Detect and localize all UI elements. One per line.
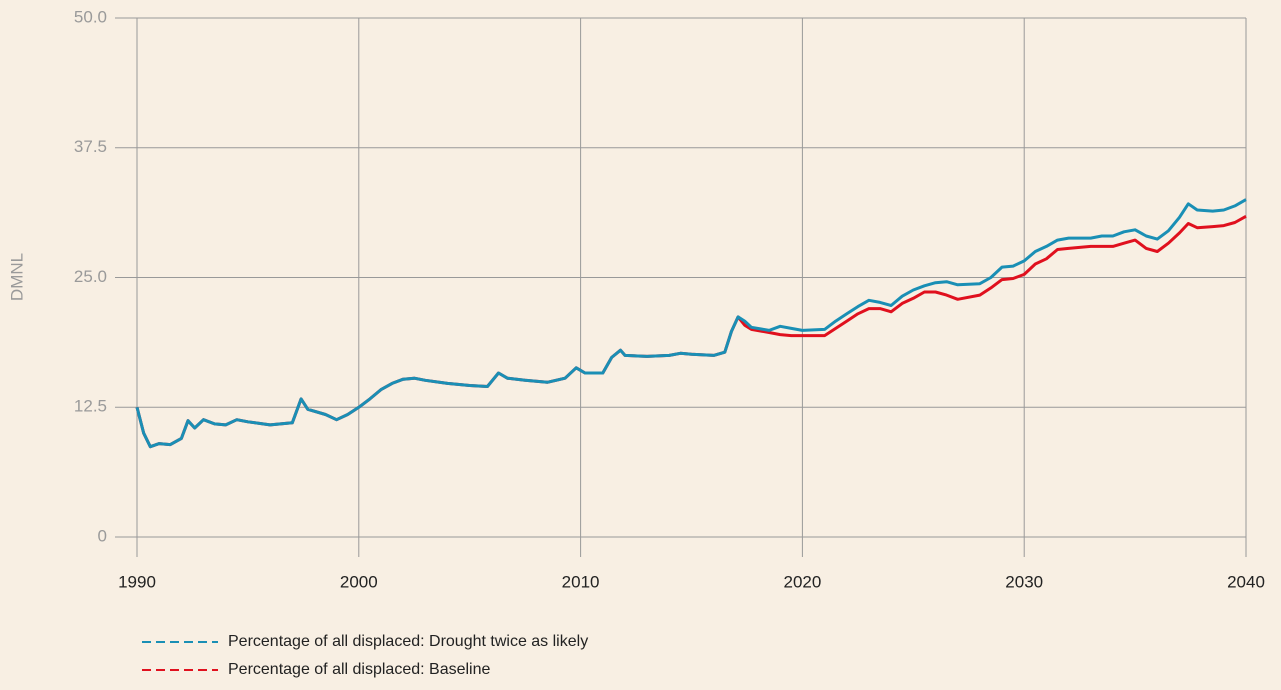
y-tick-label: 25.0: [74, 267, 107, 286]
legend-label: Percentage of all displaced: Drought twi…: [228, 633, 588, 650]
series-line: [135, 198, 1247, 449]
legend: Percentage of all displaced: Drought twi…: [142, 633, 588, 678]
x-tick-label: 2030: [1005, 572, 1043, 591]
x-tick-label: 2000: [340, 572, 378, 591]
legend-label: Percentage of all displaced: Baseline: [228, 661, 490, 678]
y-tick-label: 12.5: [74, 397, 107, 416]
y-tick-label: 37.5: [74, 137, 107, 156]
series-line: [135, 214, 1247, 449]
x-tick-label: 2040: [1227, 572, 1265, 591]
y-axis-label: DMNL: [7, 253, 26, 301]
x-tick-label: 1990: [118, 572, 156, 591]
y-tick-label: 0: [98, 526, 107, 545]
x-tick-label: 2010: [562, 572, 600, 591]
y-tick-label: 50.0: [74, 7, 107, 26]
x-tick-label: 2020: [783, 572, 821, 591]
